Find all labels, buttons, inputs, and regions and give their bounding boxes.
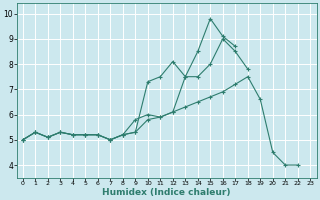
X-axis label: Humidex (Indice chaleur): Humidex (Indice chaleur) bbox=[102, 188, 231, 197]
